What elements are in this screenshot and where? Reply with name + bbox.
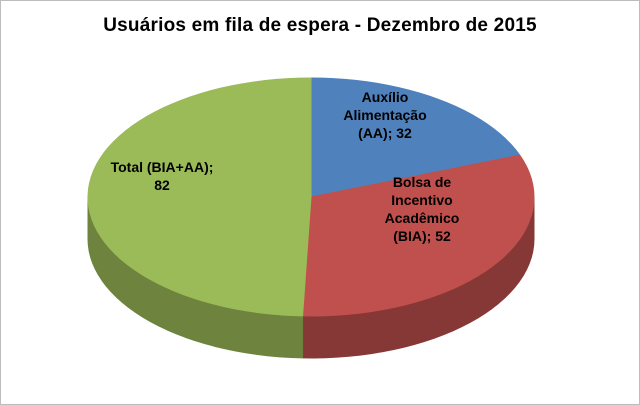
pie-slice-top: [310, 77, 521, 198]
chart-title: Usuários em fila de espera - Dezembro de…: [103, 15, 537, 36]
slice-label: Auxílio Alimentação (AA); 32: [343, 89, 427, 141]
slice-label: Total (BIA+AA); 82: [110, 159, 214, 193]
pie-slice-top: [87, 77, 312, 317]
pie-slice-top: [302, 154, 535, 317]
slice-label: Bolsa de Incentivo Acadêmico (BIA); 52: [384, 174, 460, 244]
